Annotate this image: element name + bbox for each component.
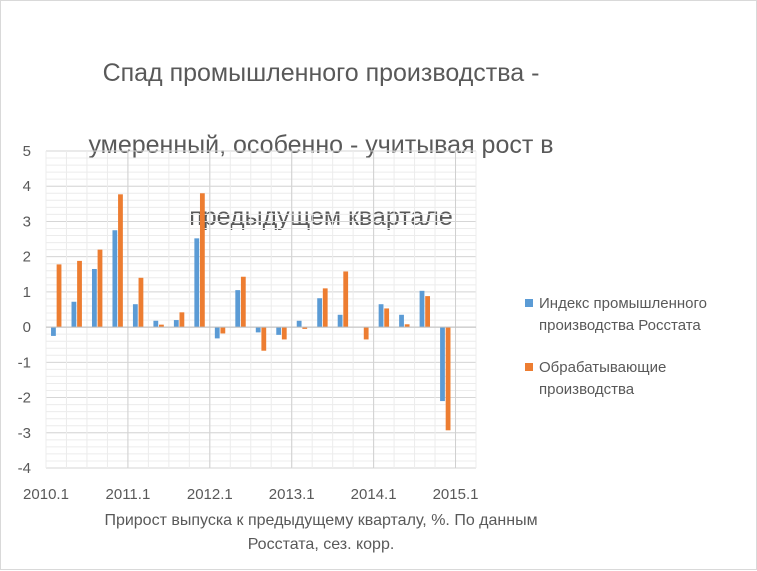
legend-swatch-orange [525, 363, 533, 371]
x-tick-label: 2015.1 [433, 486, 479, 503]
bar-manufacturing [322, 288, 328, 328]
bar-manufacturing [179, 312, 185, 328]
y-tick-label: -1 [18, 354, 31, 371]
x-axis-label: Прирост выпуска к предыдущему кварталу, … [41, 509, 601, 557]
legend: Индекс промышленного производства Росста… [525, 293, 755, 421]
x-tick-label: 2013.1 [269, 486, 315, 503]
x-tick-label: 2012.1 [187, 486, 233, 503]
bar-manufacturing [425, 296, 431, 328]
bar-manufacturing [56, 264, 62, 328]
y-tick-label: -4 [18, 460, 31, 477]
bar-manufacturing [159, 324, 164, 328]
bar-industrial-index [153, 320, 159, 328]
bar-industrial-index [71, 301, 77, 328]
bar-manufacturing [77, 260, 82, 328]
legend-item-manufacturing: Обрабатывающие производства [525, 357, 755, 401]
bar-manufacturing [199, 193, 205, 328]
bar-industrial-index [378, 304, 384, 328]
bar-manufacturing [281, 327, 287, 340]
bar-industrial-index [419, 290, 425, 328]
x-axis-label-line: Росстата, сез. корр. [247, 536, 395, 553]
chart-title-line: Спад промышленного производства - [102, 59, 540, 87]
bar-manufacturing [404, 324, 410, 328]
y-tick-label: 1 [23, 284, 31, 301]
legend-swatch-blue [525, 299, 533, 307]
bar-industrial-index [317, 298, 323, 328]
bar-industrial-index [399, 314, 404, 328]
x-tick-label: 2014.1 [351, 486, 397, 503]
y-tick-label: 2 [23, 249, 31, 266]
bar-industrial-index [255, 327, 261, 333]
bar-manufacturing [220, 327, 226, 334]
bar-manufacturing [138, 277, 144, 328]
bar-industrial-index [51, 327, 56, 336]
bar-manufacturing [343, 271, 349, 328]
bar-industrial-index [194, 238, 200, 328]
bar-industrial-index [112, 230, 118, 328]
bar-manufacturing [97, 249, 103, 328]
bar-manufacturing [240, 276, 246, 328]
bar-industrial-index [276, 327, 282, 335]
bar-manufacturing [118, 194, 123, 328]
bar-industrial-index [440, 327, 445, 402]
y-tick-label: 0 [23, 319, 31, 336]
bar-manufacturing [363, 327, 369, 340]
y-tick-label: 3 [23, 213, 31, 230]
y-tick-label: -3 [18, 425, 31, 442]
legend-label: Обрабатывающие производства [539, 359, 667, 398]
chart-title-line: умеренный, особенно - учитывая рост в [88, 131, 554, 159]
bar-industrial-index [173, 320, 179, 328]
y-tick-label: 4 [23, 178, 31, 195]
legend-label: Индекс промышленного производства Росста… [539, 295, 707, 334]
x-tick-label: 2011.1 [106, 486, 151, 503]
bar-industrial-index [337, 314, 343, 328]
bar-manufacturing [384, 308, 390, 328]
y-tick-label: 5 [23, 143, 31, 160]
bar-industrial-index [91, 268, 97, 328]
legend-item-industrial-index: Индекс промышленного производства Росста… [525, 293, 755, 337]
bar-industrial-index [214, 327, 220, 339]
bar-industrial-index [235, 290, 241, 328]
bar-industrial-index [132, 304, 138, 328]
bar-industrial-index [296, 320, 302, 328]
x-axis-label-line: Прирост выпуска к предыдущему кварталу, … [104, 512, 538, 529]
y-tick-label: -2 [18, 390, 31, 407]
bar-manufacturing [261, 327, 267, 351]
bar-manufacturing [302, 327, 308, 329]
x-tick-label: 2010.1 [23, 486, 69, 503]
bar-manufacturing [445, 327, 451, 431]
